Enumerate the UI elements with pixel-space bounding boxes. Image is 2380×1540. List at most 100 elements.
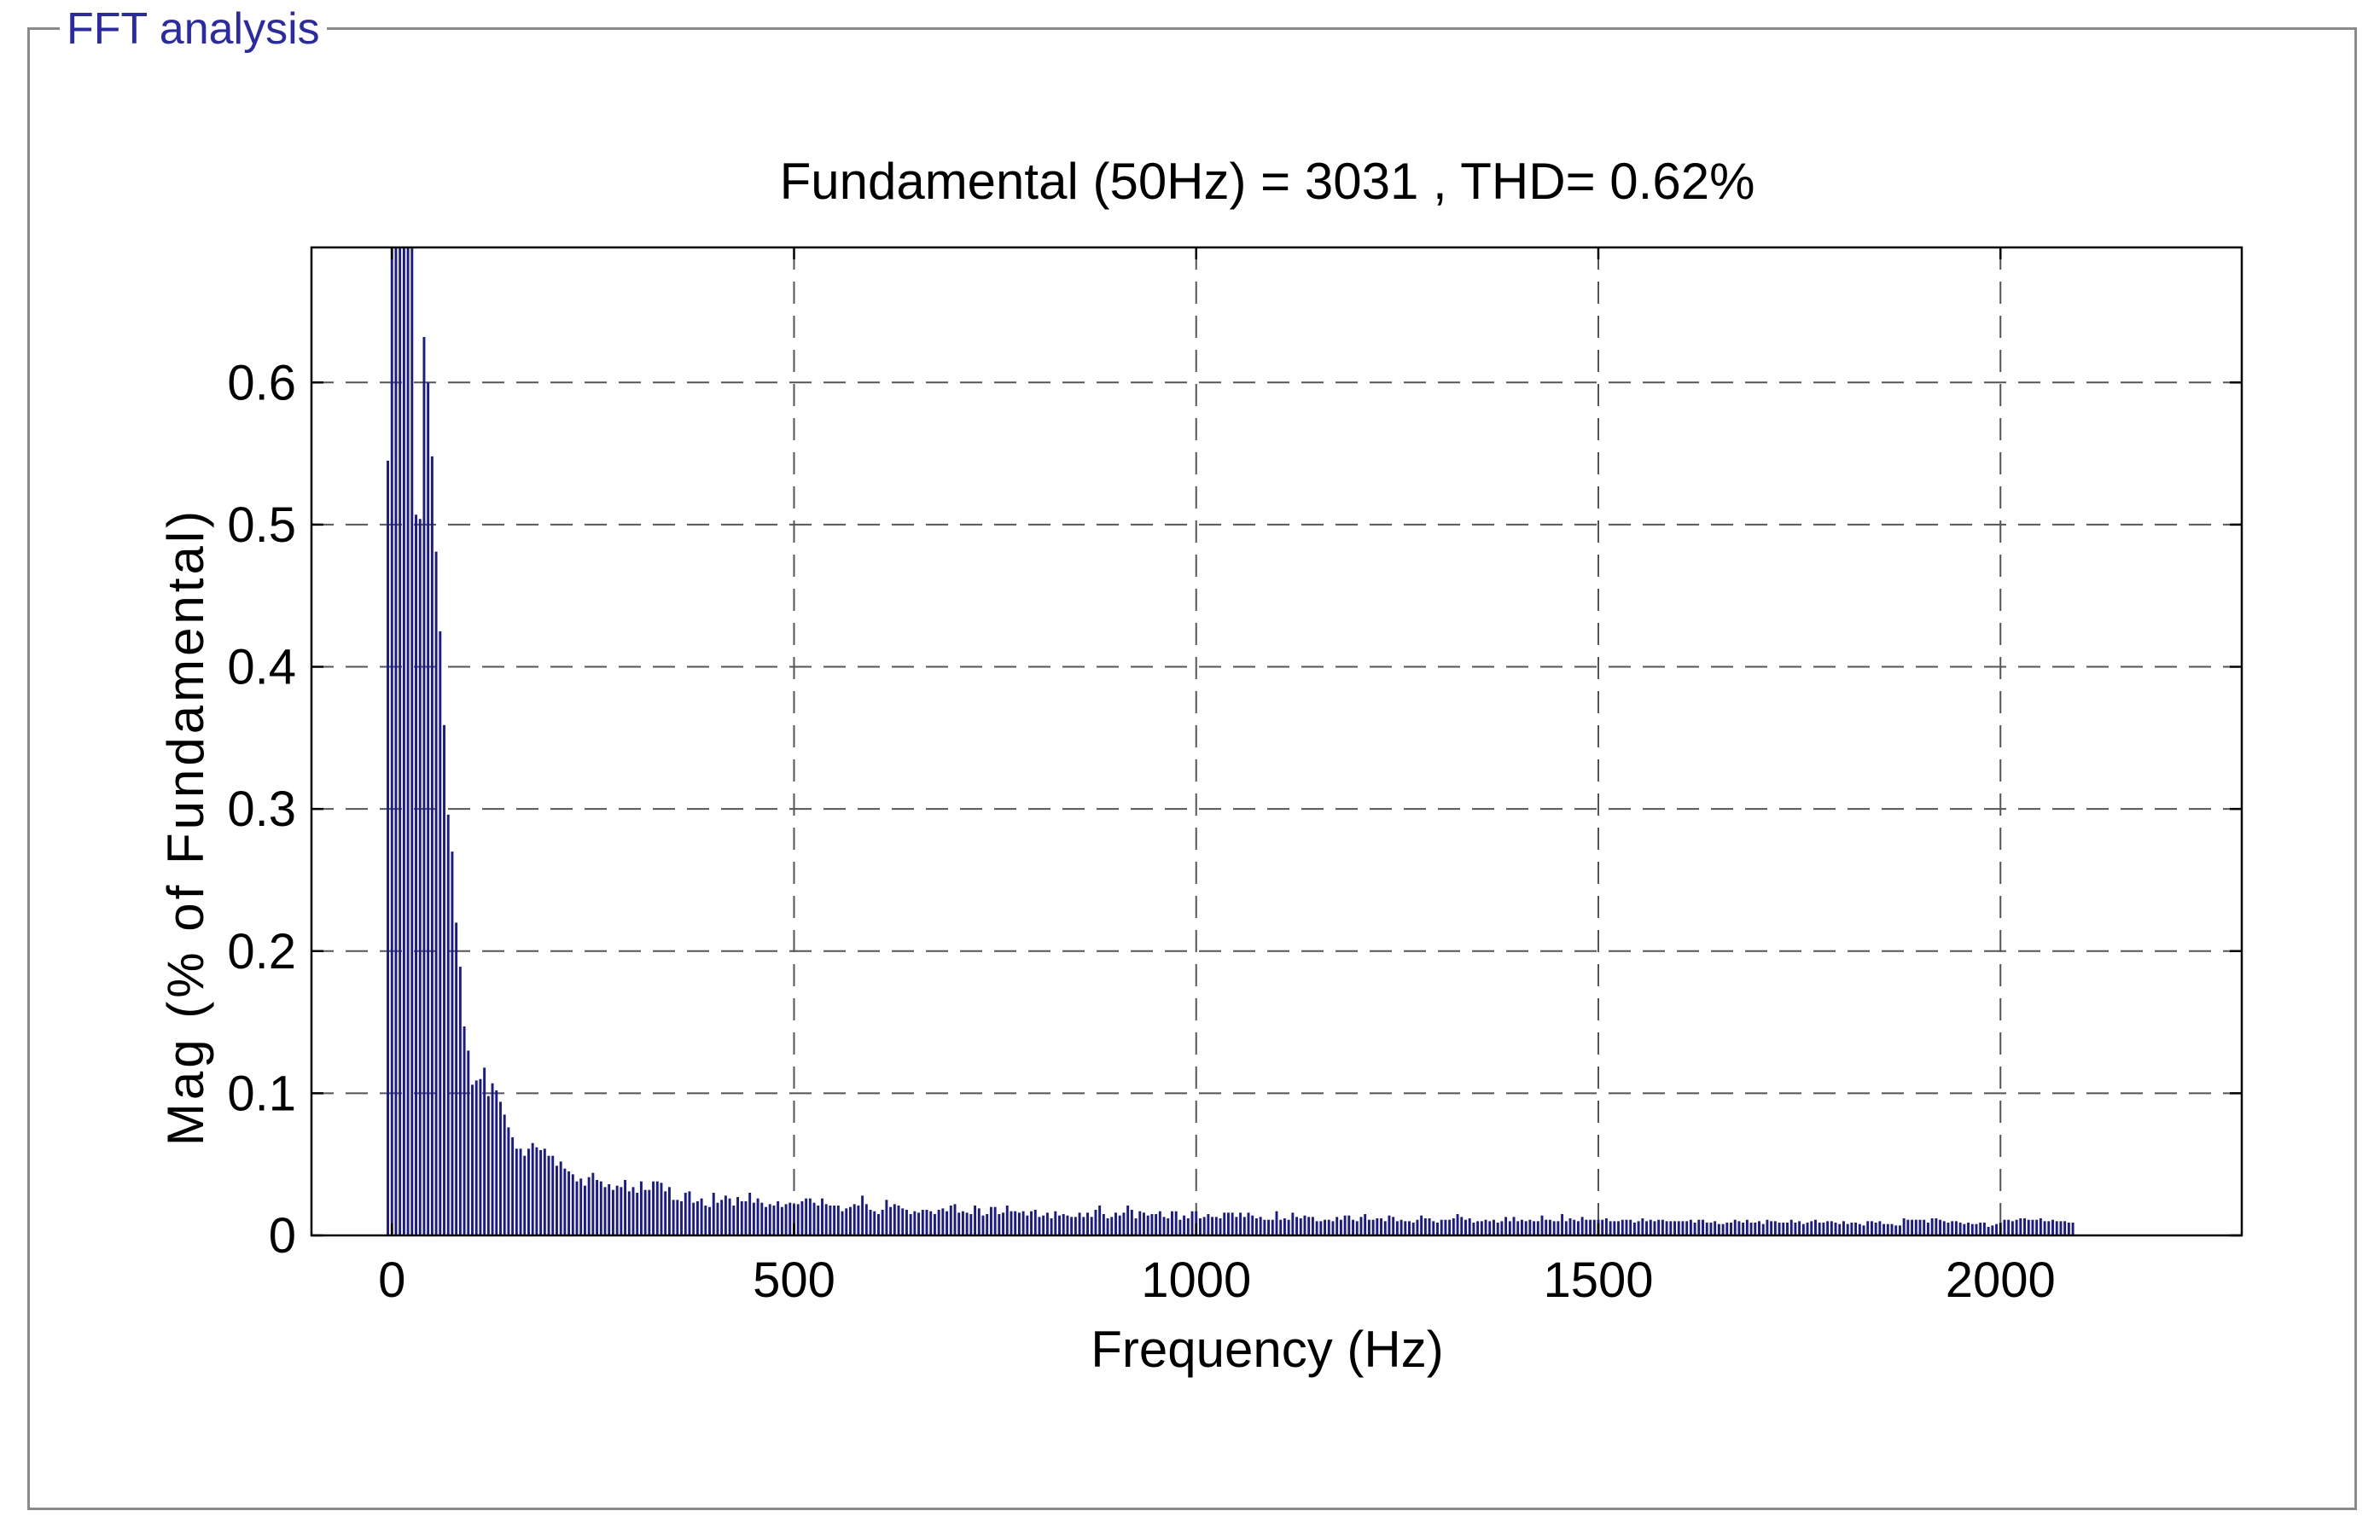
fft-bar xyxy=(1810,1221,1813,1235)
fft-bar xyxy=(547,1155,550,1235)
fft-bar xyxy=(724,1195,727,1235)
fft-bar xyxy=(1355,1221,1359,1235)
fft-bar xyxy=(1970,1223,1974,1235)
fft-bar xyxy=(953,1204,957,1235)
fft-bar xyxy=(812,1202,816,1235)
fft-bar xyxy=(1411,1223,1415,1235)
fft-bar xyxy=(1613,1221,1616,1235)
fft-bar xyxy=(2010,1221,2014,1235)
fft-bar xyxy=(1440,1219,1443,1235)
fft-bar xyxy=(1408,1221,1411,1235)
fft-bar xyxy=(583,1185,586,1235)
fft-bar xyxy=(1026,1215,1029,1235)
fft-bar xyxy=(680,1201,684,1235)
fft-bar xyxy=(1395,1221,1399,1235)
fft-bar xyxy=(1592,1219,1596,1235)
fft-bar xyxy=(2003,1219,2006,1235)
fft-bar xyxy=(1291,1212,1295,1235)
fft-bar xyxy=(817,1206,820,1235)
x-tick-label: 2000 xyxy=(1946,1252,2056,1308)
fft-bar xyxy=(732,1206,736,1235)
fft-bar xyxy=(551,1155,555,1235)
fft-bar xyxy=(486,1095,490,1235)
fft-bar xyxy=(1987,1227,1990,1235)
fft-bar xyxy=(467,1050,470,1235)
fft-bar xyxy=(684,1193,687,1235)
fft-bar xyxy=(1254,1218,1258,1235)
fft-bar xyxy=(1122,1212,1126,1235)
fft-bar xyxy=(716,1202,719,1235)
fft-bar xyxy=(1388,1215,1391,1235)
fft-bar xyxy=(422,336,426,1236)
fft-bar xyxy=(2047,1221,2051,1235)
fft-bar xyxy=(620,1187,623,1235)
fft-bar xyxy=(402,247,405,1235)
fft-bar xyxy=(1830,1221,1833,1235)
fft-bar xyxy=(993,1206,997,1235)
fft-bar xyxy=(2035,1219,2039,1235)
fft-bar xyxy=(531,1142,534,1235)
fft-bar xyxy=(1114,1212,1117,1235)
fft-bar xyxy=(949,1206,952,1235)
fft-bar xyxy=(2067,1223,2070,1235)
fft-bar xyxy=(523,1155,527,1235)
fft-bar xyxy=(1098,1206,1102,1235)
fft-bar xyxy=(1923,1219,1926,1235)
fft-bar xyxy=(1714,1221,1717,1235)
fft-bar xyxy=(1171,1211,1173,1235)
fft-bar xyxy=(1629,1219,1632,1235)
fft-bar xyxy=(1347,1215,1351,1235)
x-axis-label: Frequency (Hz) xyxy=(1091,1321,1443,1378)
fft-bar xyxy=(929,1211,933,1235)
fft-bar xyxy=(704,1206,707,1235)
fft-bar xyxy=(1005,1206,1009,1235)
fft-bar xyxy=(937,1210,940,1235)
fft-bar xyxy=(1786,1223,1789,1235)
fft-bar xyxy=(1906,1219,1910,1235)
fft-bar xyxy=(463,1026,466,1235)
fft-bar xyxy=(1576,1221,1580,1235)
fft-bar xyxy=(427,382,430,1235)
fft-bar xyxy=(1681,1221,1685,1235)
fft-bar xyxy=(2055,1221,2058,1235)
fft-bar xyxy=(1878,1221,1882,1235)
fft-bar xyxy=(406,247,410,1235)
fft-bar xyxy=(2059,1221,2063,1235)
fft-bar xyxy=(1488,1221,1492,1235)
fft-bar xyxy=(1979,1223,1982,1235)
fft-bar xyxy=(824,1204,828,1235)
fft-bar xyxy=(1126,1206,1130,1235)
fft-bar xyxy=(1404,1221,1407,1235)
fft-bar xyxy=(1070,1217,1074,1235)
fft-bar xyxy=(1637,1221,1640,1235)
fft-bar xyxy=(836,1206,840,1235)
fft-bar xyxy=(1376,1218,1379,1235)
fft-bar xyxy=(1761,1223,1765,1235)
fft-bar xyxy=(418,519,422,1235)
fft-bar xyxy=(1074,1217,1077,1235)
fft-bar xyxy=(1042,1215,1045,1235)
fft-bar xyxy=(1155,1214,1158,1235)
fft-bar xyxy=(925,1210,928,1235)
fft-bar xyxy=(1874,1223,1877,1235)
y-tick-label: 0.2 xyxy=(227,924,296,979)
fft-bar xyxy=(772,1206,776,1235)
fft-bar xyxy=(1251,1215,1254,1235)
fft-bar xyxy=(1842,1221,1845,1235)
fft-bar xyxy=(2043,1221,2046,1235)
fft-bar xyxy=(1894,1225,1898,1235)
fft-bar xyxy=(643,1189,647,1235)
fft-bar xyxy=(1287,1219,1290,1235)
fft-bar xyxy=(474,1080,478,1235)
fft-bar xyxy=(535,1147,538,1235)
fft-bar xyxy=(941,1208,945,1235)
fft-bar xyxy=(1324,1219,1327,1235)
fft-bar xyxy=(1010,1211,1013,1235)
fft-bar xyxy=(1504,1217,1508,1235)
fft-bar xyxy=(1359,1217,1363,1235)
fft-bar xyxy=(1995,1223,1998,1235)
fft-bar xyxy=(1798,1221,1801,1235)
fft-bar xyxy=(491,1083,494,1235)
fft-bar xyxy=(571,1174,574,1235)
fft-bar xyxy=(660,1183,663,1235)
